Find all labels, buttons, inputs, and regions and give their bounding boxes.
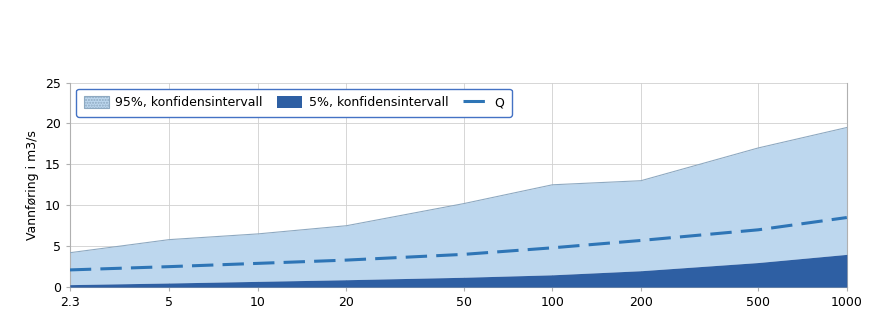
Y-axis label: Vannføring i m3/s: Vannføring i m3/s: [26, 130, 39, 240]
Legend: 95%, konfidensintervall, 5%, konfidensintervall, Q: 95%, konfidensintervall, 5%, konfidensin…: [76, 89, 512, 117]
